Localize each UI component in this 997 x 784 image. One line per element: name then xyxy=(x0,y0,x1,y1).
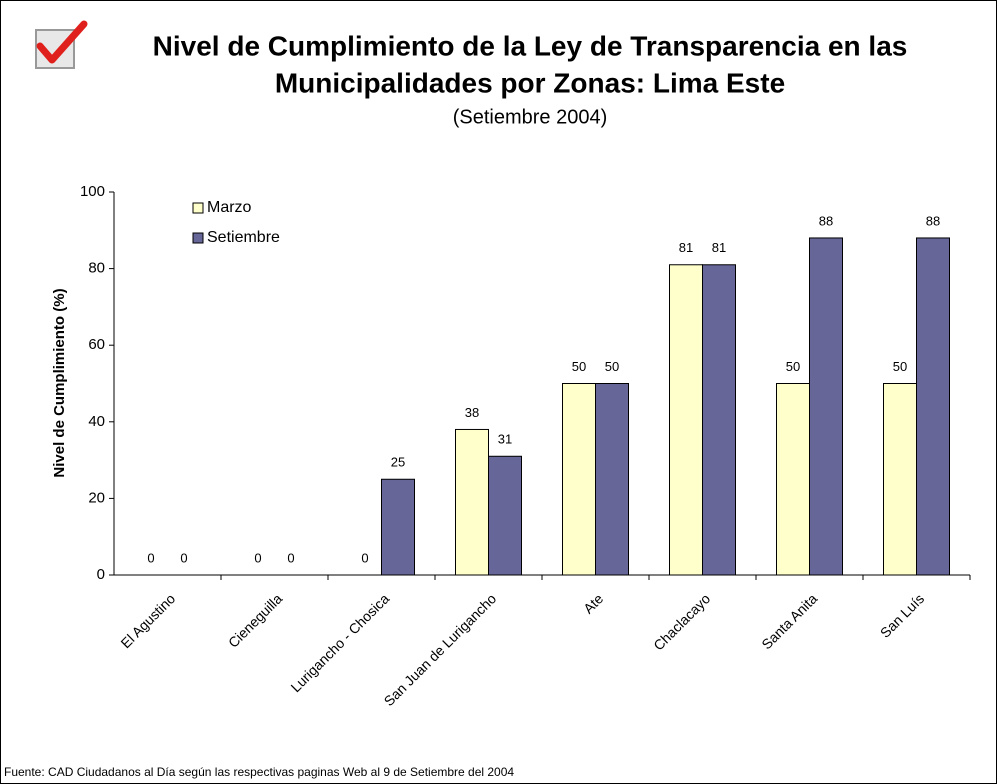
data-label: 50 xyxy=(605,359,619,374)
chart-title: Municipalidades por Zonas: Lima Este xyxy=(275,67,785,98)
legend-swatch xyxy=(192,232,204,244)
bar xyxy=(562,383,596,576)
y-tick-label: 0 xyxy=(97,566,105,583)
data-label: 0 xyxy=(254,550,261,565)
y-tick-label: 40 xyxy=(88,413,105,430)
bar xyxy=(776,383,810,576)
data-label: 0 xyxy=(287,550,294,565)
legend-label: Setiembre xyxy=(207,229,280,246)
y-tick-label: 80 xyxy=(88,260,105,277)
y-tick-label: 60 xyxy=(88,336,105,353)
legend-label: Marzo xyxy=(207,199,252,216)
data-label: 0 xyxy=(147,550,154,565)
data-label: 50 xyxy=(572,359,586,374)
data-label: 88 xyxy=(926,213,940,228)
data-label: 31 xyxy=(498,432,512,447)
check-icon xyxy=(35,20,88,69)
data-label: 0 xyxy=(361,550,368,565)
data-label: 0 xyxy=(180,550,187,565)
data-label: 81 xyxy=(712,240,726,255)
bar xyxy=(381,478,415,576)
data-label: 50 xyxy=(893,359,907,374)
chart-title: Nivel de Cumplimiento de la Ley de Trans… xyxy=(153,30,908,61)
y-axis-label: Nivel de Cumplimiento (%) xyxy=(51,288,68,477)
bar xyxy=(702,264,736,576)
source-note: Fuente: CAD Ciudadanos al Día según las … xyxy=(4,765,514,779)
bar xyxy=(809,237,843,576)
bar xyxy=(488,455,522,576)
chart-subtitle: (Setiembre 2004) xyxy=(453,106,608,128)
bar xyxy=(455,428,489,576)
bar xyxy=(883,383,917,576)
bar xyxy=(595,383,629,576)
bar xyxy=(669,264,703,576)
bar xyxy=(916,237,950,576)
data-label: 50 xyxy=(786,359,800,374)
data-label: 88 xyxy=(819,213,833,228)
y-tick-label: 100 xyxy=(80,183,105,200)
legend-swatch xyxy=(192,202,204,214)
data-label: 81 xyxy=(679,240,693,255)
data-label: 25 xyxy=(391,455,405,470)
data-label: 38 xyxy=(465,405,479,420)
y-tick-label: 20 xyxy=(88,489,105,506)
